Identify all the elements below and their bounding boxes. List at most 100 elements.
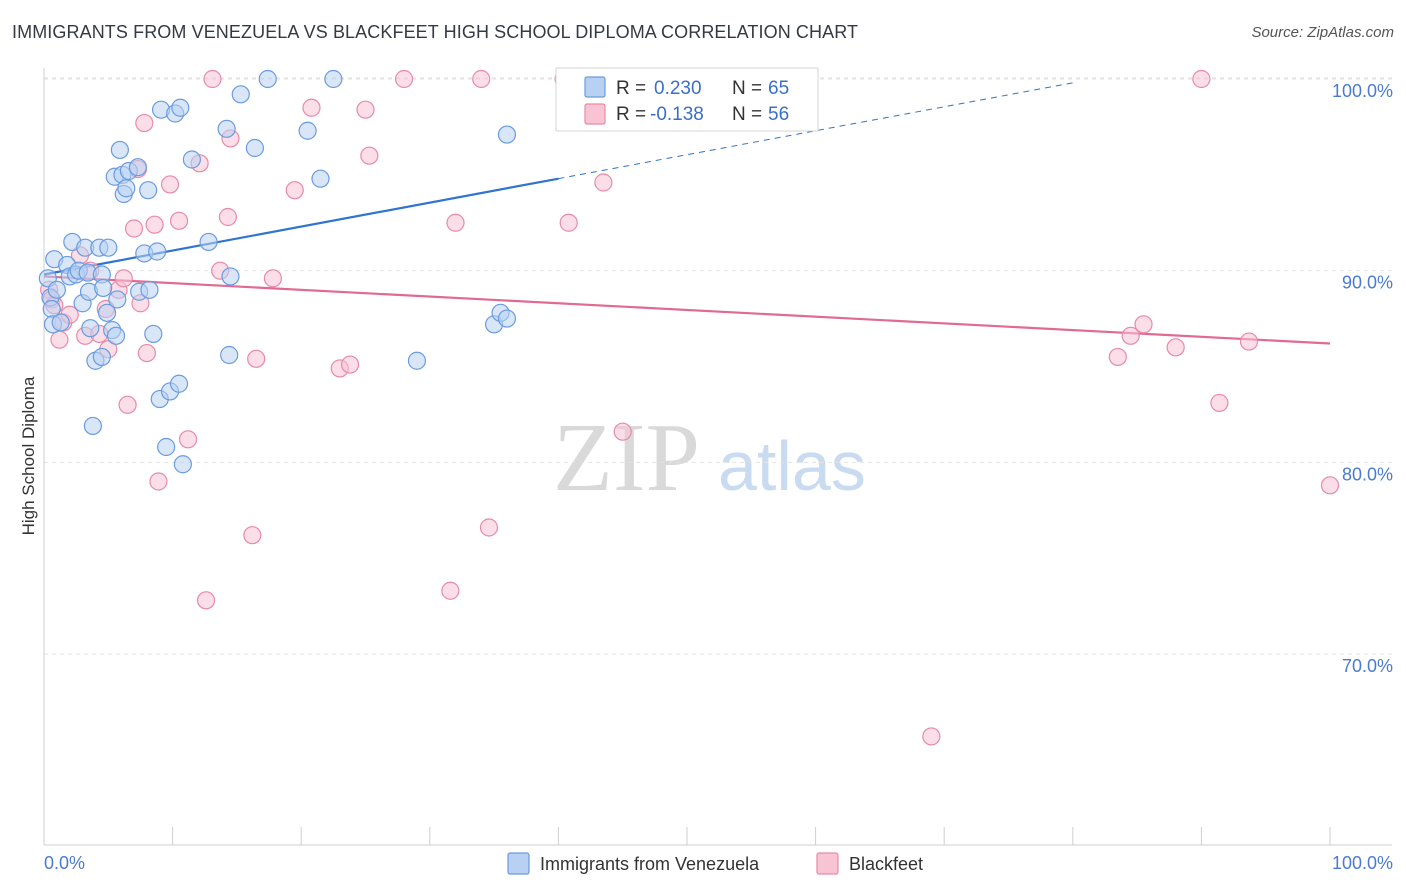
legend-n-value-2: 56 [768, 104, 789, 125]
y-tick-label-90: 90.0% [1342, 273, 1393, 293]
venezuela-point-34 [128, 158, 147, 177]
blackfeet-point-43 [446, 213, 465, 232]
chart-title: IMMIGRANTS FROM VENEZUELA VS BLACKFEET H… [12, 22, 859, 42]
blackfeet-point-57 [1239, 332, 1259, 351]
venezuela-point-16 [81, 319, 100, 338]
venezuela-point-22 [94, 278, 113, 298]
venezuela-point-40 [148, 242, 167, 261]
venezuela-point-52 [220, 345, 239, 365]
venezuela-point-55 [245, 138, 265, 158]
blackfeet-point-15 [124, 219, 144, 238]
venezuela-point-37 [139, 181, 158, 200]
bottom-legend-swatch-venezuela [507, 852, 530, 875]
gridlines [44, 77, 1392, 655]
venezuela-point-54 [231, 85, 250, 104]
venezuela-point-38 [140, 280, 159, 299]
blackfeet-point-51 [1108, 347, 1127, 367]
blackfeet-point-44 [479, 518, 499, 537]
blackfeet-point-56 [1210, 393, 1229, 413]
venezuela-point-20 [92, 347, 111, 367]
legend-r-label-2: R = [616, 104, 646, 125]
blackfeet-point-42 [472, 69, 491, 89]
venezuela-point-57 [298, 121, 317, 140]
blackfeet-point-20 [145, 215, 164, 234]
blackfeet-point-3 [50, 330, 69, 349]
venezuela-point-6 [51, 313, 70, 332]
bottom-legend-label-venezuela: Immigrants from Venezuela [540, 854, 760, 874]
blackfeet-point-53 [1134, 315, 1153, 334]
blackfeet-point-41 [441, 581, 460, 600]
trend-lines [43, 82, 1331, 345]
venezuela-point-17 [83, 416, 102, 436]
trend-line-blackfeet [43, 275, 1331, 345]
legend-swatch-blue [584, 76, 606, 98]
venezuela-point-39 [144, 324, 163, 344]
series-legend: Immigrants from Venezuela Blackfeet [507, 852, 923, 875]
series-blackfeet-points [40, 69, 1340, 746]
y-tick-label-70: 70.0% [1342, 656, 1393, 676]
blackfeet-point-24 [178, 430, 198, 449]
blackfeet-point-14 [118, 395, 137, 414]
x-tick-label-min: 0.0% [44, 853, 85, 873]
blackfeet-point-40 [394, 69, 414, 89]
blackfeet-point-50 [922, 727, 941, 746]
venezuela-point-49 [182, 150, 201, 169]
y-tick-label-100: 100.0% [1332, 81, 1393, 101]
venezuela-point-63 [497, 125, 517, 144]
blackfeet-point-22 [160, 175, 180, 194]
blackfeet-point-18 [135, 113, 154, 133]
blackfeet-point-47 [594, 173, 613, 192]
blackfeet-point-21 [149, 472, 168, 491]
venezuela-point-32 [117, 179, 136, 198]
venezuela-point-58 [311, 169, 330, 188]
legend-r-value-2: -0.138 [650, 104, 704, 125]
y-axis-title: High School Diploma [19, 376, 38, 535]
blackfeet-point-33 [263, 269, 283, 288]
blackfeet-point-35 [302, 98, 321, 117]
x-axis-ticks [43, 827, 1331, 845]
correlation-legend: R = 0.230 N = 65 R = -0.138 N = 56 [555, 67, 819, 132]
blackfeet-point-46 [559, 213, 578, 232]
trend-line-venezuela [43, 177, 559, 276]
venezuela-point-50 [199, 232, 218, 252]
venezuela-point-64 [497, 309, 517, 328]
y-tick-label-80: 80.0% [1342, 464, 1393, 484]
watermark-atlas: atlas [718, 427, 866, 505]
venezuela-point-56 [258, 69, 277, 89]
bottom-legend-label-blackfeet: Blackfeet [849, 854, 923, 874]
series-venezuela-points [38, 69, 517, 474]
bottom-legend-swatch-blackfeet [816, 852, 839, 875]
venezuela-point-23 [97, 303, 117, 322]
blackfeet-point-54 [1166, 338, 1185, 357]
source-credit: Source: ZipAtlas.com [1251, 24, 1394, 41]
legend-swatch-pink [584, 103, 606, 125]
legend-n-label-2: N = [732, 104, 762, 125]
blackfeet-point-32 [247, 349, 266, 368]
legend-r-label-1: R = [616, 78, 646, 99]
venezuela-point-48 [173, 455, 192, 474]
blackfeet-point-27 [203, 69, 222, 89]
blackfeet-point-37 [340, 355, 360, 374]
venezuela-point-27 [106, 326, 126, 345]
blackfeet-point-26 [196, 591, 216, 610]
x-tick-label-max: 100.0% [1332, 853, 1393, 873]
blackfeet-point-29 [218, 207, 237, 227]
venezuela-point-46 [169, 374, 189, 393]
watermark-zip: ZIP [553, 404, 700, 512]
legend-n-value-1: 65 [768, 78, 789, 99]
y-axis-tick-labels: 70.0% 80.0% 90.0% 100.0% [1332, 81, 1393, 676]
venezuela-point-60 [407, 351, 427, 370]
venezuela-point-24 [99, 238, 118, 257]
legend-n-label-1: N = [732, 78, 762, 99]
legend-r-value-1: 0.230 [654, 78, 702, 99]
blackfeet-point-34 [285, 181, 304, 200]
venezuela-point-59 [324, 69, 343, 89]
venezuela-point-5 [47, 280, 66, 299]
blackfeet-point-39 [360, 146, 379, 165]
venezuela-point-28 [108, 290, 127, 309]
blackfeet-point-13 [114, 269, 133, 288]
venezuela-point-53 [221, 267, 240, 286]
venezuela-point-47 [171, 98, 190, 117]
blackfeet-point-23 [169, 211, 189, 230]
